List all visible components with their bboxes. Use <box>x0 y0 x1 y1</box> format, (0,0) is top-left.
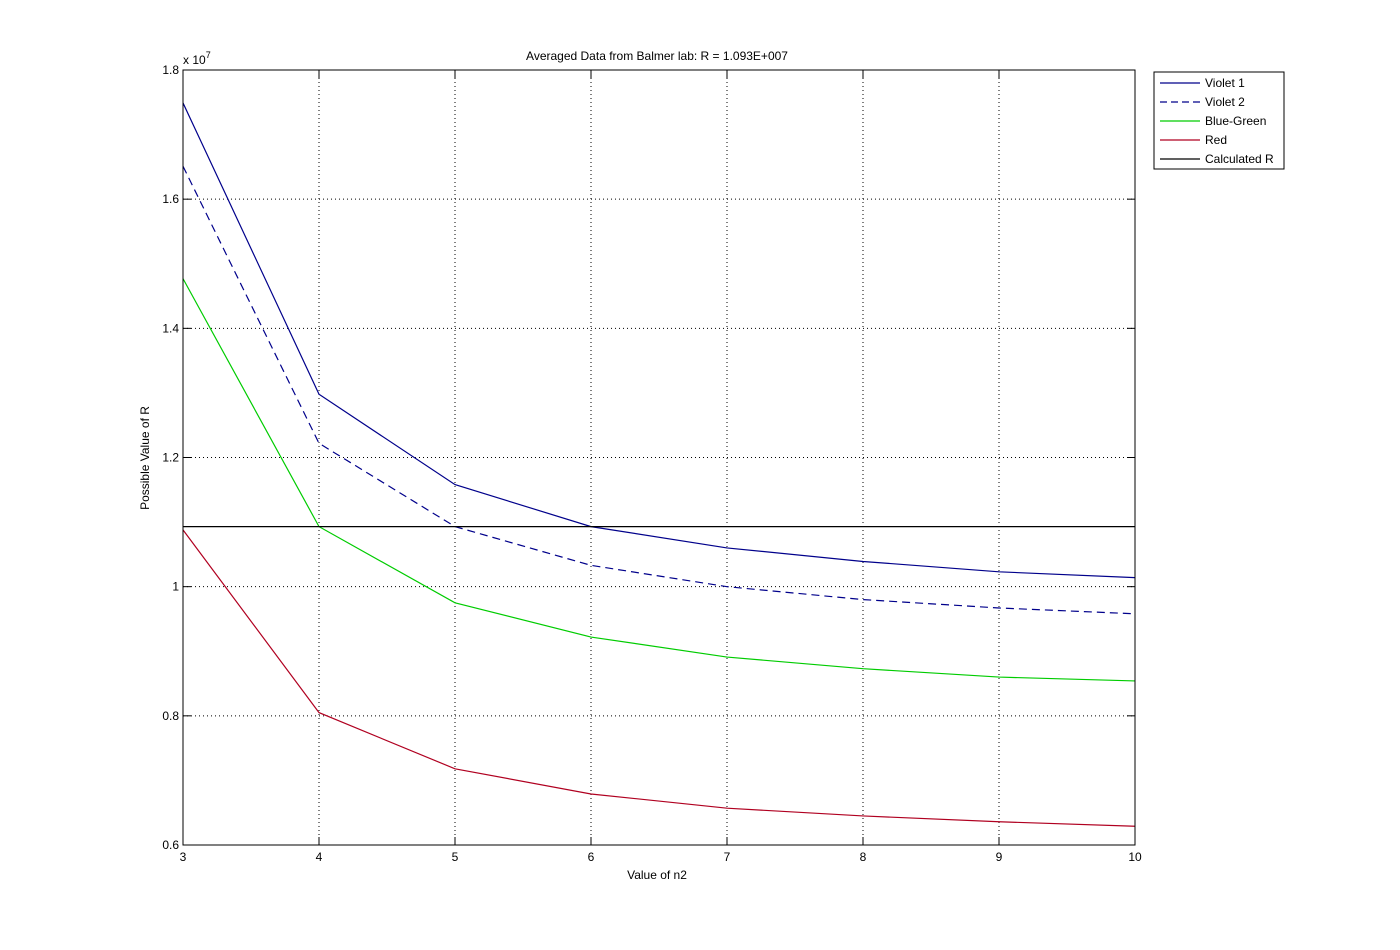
y-tick-label: 0.8 <box>162 709 179 723</box>
y-multiplier-label: x 107 <box>183 50 211 67</box>
legend: Violet 1 Violet 2 Blue-Green Red Calculated … <box>1153 71 1285 170</box>
y-tick-label: 1.6 <box>162 192 179 206</box>
axis-ticks <box>182 69 1136 846</box>
chart-title: Averaged Data from Balmer lab: R = 1.093… <box>526 49 788 63</box>
x-tick-label: 7 <box>724 850 731 864</box>
y-tick-label: 1.2 <box>162 451 179 465</box>
legend-label: Red <box>1205 133 1227 147</box>
series-violet-2 <box>182 165 1136 615</box>
y-tick-label: 1.8 <box>162 63 179 77</box>
x-axis-title: Value of n2 <box>627 868 687 882</box>
y-tick-labels: 0.6 0.8 1 1.2 1.4 1.6 1.8 <box>162 63 179 852</box>
y-tick-label: 1 <box>172 580 179 594</box>
x-tick-label: 6 <box>588 850 595 864</box>
grid-lines <box>183 70 1135 845</box>
x-tick-labels: 3 4 5 6 7 8 9 10 <box>180 850 1142 864</box>
series-red <box>182 529 1136 827</box>
series-violet-1 <box>182 102 1136 579</box>
x-tick-label: 3 <box>180 850 187 864</box>
x-tick-label: 4 <box>316 850 323 864</box>
y-axis-title: Possible Value of R <box>138 406 152 510</box>
x-tick-label: 8 <box>860 850 867 864</box>
series-blue-green <box>182 278 1136 682</box>
legend-label: Calculated R <box>1205 152 1274 166</box>
series-lines <box>182 102 1136 827</box>
x-tick-label: 9 <box>996 850 1003 864</box>
y-tick-label: 0.6 <box>162 838 179 852</box>
legend-label: Violet 2 <box>1205 95 1245 109</box>
x-tick-label: 10 <box>1128 850 1142 864</box>
legend-label: Blue-Green <box>1205 114 1266 128</box>
x-tick-label: 5 <box>452 850 459 864</box>
y-tick-label: 1.4 <box>162 321 179 335</box>
legend-label: Violet 1 <box>1205 76 1245 90</box>
